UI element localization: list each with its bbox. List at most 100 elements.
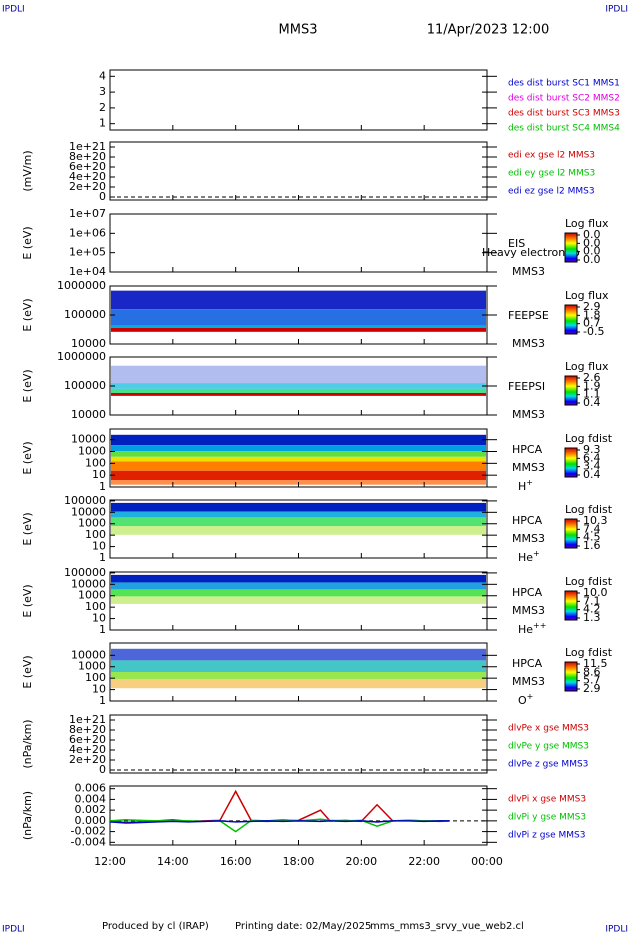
colorbar-tick-label: 10.0	[583, 586, 608, 599]
colorbar-tick-label: 1.9	[583, 379, 601, 392]
y-tick-label: 100000	[64, 566, 106, 579]
colorbar-tick-label: 2.9	[583, 300, 601, 313]
spectrogram-band	[111, 309, 486, 326]
x-tick-label: 12:00	[94, 855, 126, 868]
legend-entry: edi ey gse l2 MMS3	[508, 169, 595, 179]
legend-entry: dlvPe y gse MMS3	[508, 742, 589, 752]
colorbar-tick-label: 1.3	[583, 611, 601, 624]
craft-label: MMS3	[512, 675, 545, 688]
y-tick-label: 1000	[78, 660, 106, 673]
y-tick-label: 1e+05	[69, 246, 106, 259]
spectrogram-band	[111, 290, 486, 310]
corner-label: IPDLI	[605, 925, 628, 934]
y-tick-label: 4e+20	[69, 170, 106, 183]
y-tick-label: 1000	[78, 589, 106, 602]
colorbar	[564, 590, 578, 621]
legend-entry: edi ez gse l2 MMS3	[508, 187, 595, 197]
panel-frame	[109, 141, 488, 201]
spectrogram-band	[111, 678, 486, 689]
y-tick-label: 1000000	[57, 279, 106, 292]
colorbar	[564, 447, 578, 478]
colorbar-title: Log fdist	[565, 503, 613, 516]
spectrogram-band	[111, 582, 486, 590]
y-tick-label: 6e+20	[69, 160, 106, 173]
spectrogram-band	[111, 434, 486, 446]
y-tick-label: 100000	[64, 494, 106, 507]
spectrogram-band	[111, 517, 486, 527]
y-tick-label: 0.000	[75, 814, 107, 827]
y-tick-label: 10000	[71, 337, 106, 350]
spectrogram-band	[111, 502, 486, 512]
spectrogram-band	[111, 456, 486, 462]
y-tick-label: 4e+20	[69, 743, 106, 756]
y-axis-label: E (eV)	[21, 512, 34, 545]
instrument-label: HPCA	[512, 586, 543, 599]
y-tick-label: 1	[99, 623, 106, 636]
craft-label: MMS3	[512, 604, 545, 617]
colorbar-tick-label: 0.0	[583, 236, 601, 249]
colorbar-tick-label: 9.3	[583, 443, 601, 456]
spectrogram-band	[111, 574, 486, 583]
species-charge: +	[533, 549, 540, 558]
instrument-label: HPCA	[512, 514, 543, 527]
colorbar-title: Log fdist	[565, 575, 613, 588]
panel-frame	[109, 69, 488, 131]
panel-frame	[109, 785, 488, 846]
y-tick-label: 2	[99, 101, 106, 114]
colorbar-tick-label: 7.1	[583, 594, 601, 607]
y-axis-label: E (eV)	[21, 298, 34, 331]
colorbar-title: Log fdist	[565, 432, 613, 445]
species-base: He	[518, 551, 533, 564]
colorbar-tick-label: 0.0	[583, 245, 601, 258]
y-tick-label: 100	[85, 456, 106, 469]
x-tick-label: 16:00	[220, 855, 252, 868]
colorbar	[564, 661, 578, 692]
legend-entry: dlvPi x gse MMS3	[508, 795, 586, 805]
y-tick-label: 2e+20	[69, 753, 106, 766]
y-tick-label: 2e+20	[69, 180, 106, 193]
y-tick-label: 0.002	[75, 803, 107, 816]
colorbar-tick-label: 2.9	[583, 682, 601, 695]
legend-entry: edi ex gse l2 MMS3	[508, 151, 595, 161]
y-tick-label: 10	[92, 612, 106, 625]
spectrogram-band	[111, 470, 486, 481]
instrument-label: HPCA	[512, 443, 543, 456]
footer-date: Printing date: 02/May/2025	[235, 921, 371, 932]
craft-label: MMS3	[512, 408, 545, 421]
craft-label: MMS3	[512, 461, 545, 474]
legend-entry: des dist burst SC2 MMS2	[508, 94, 620, 104]
y-axis-label: E (eV)	[21, 226, 34, 259]
spectrogram-band	[111, 388, 486, 393]
y-axis-label: E (eV)	[21, 441, 34, 474]
footer-producer: Produced by cl (IRAP)	[102, 921, 209, 932]
colorbar-title: Log flux	[565, 360, 609, 373]
spectrogram-band	[111, 596, 486, 604]
y-axis-label: E (eV)	[21, 369, 34, 402]
spectrogram-band	[111, 325, 486, 328]
colorbar-tick-label: 10.3	[583, 514, 608, 527]
species-charge: ++	[533, 621, 546, 630]
spectrogram-band	[111, 511, 486, 518]
colorbar-tick-label: 4.2	[583, 603, 601, 616]
y-axis-label: (mV/m)	[21, 150, 34, 191]
colorbar-tick-label: 11.5	[583, 657, 608, 670]
instrument-label: HPCA	[512, 657, 543, 670]
y-tick-label: 1000	[78, 517, 106, 530]
species-base: He	[518, 623, 533, 636]
y-tick-label: 0.006	[75, 782, 107, 795]
data-line	[109, 789, 450, 824]
y-tick-label: 10	[92, 683, 106, 696]
y-tick-label: 10000	[71, 433, 106, 446]
y-tick-label: 10000	[71, 408, 106, 421]
species-label: He+	[518, 549, 540, 565]
y-tick-label: 10000	[71, 577, 106, 590]
y-tick-label: 100000	[64, 379, 106, 392]
colorbar-tick-label: 1.8	[583, 308, 601, 321]
spectrogram-band	[111, 660, 486, 672]
data-line	[109, 820, 450, 824]
y-tick-label: 100000	[64, 308, 106, 321]
colorbar-title: Log flux	[565, 217, 609, 230]
corner-label: IPDLI	[605, 5, 628, 15]
y-tick-label: 1000	[78, 445, 106, 458]
colorbar-tick-label: 3.4	[583, 460, 601, 473]
